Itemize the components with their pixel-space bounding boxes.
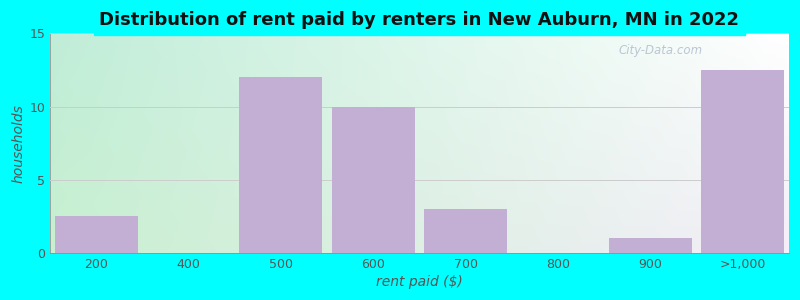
Text: City-Data.com: City-Data.com xyxy=(619,44,703,57)
Bar xyxy=(239,77,322,253)
Bar xyxy=(54,216,138,253)
X-axis label: rent paid ($): rent paid ($) xyxy=(376,275,463,289)
Bar xyxy=(701,70,784,253)
Title: Distribution of rent paid by renters in New Auburn, MN in 2022: Distribution of rent paid by renters in … xyxy=(99,11,739,29)
Y-axis label: households: households xyxy=(11,104,25,183)
Bar xyxy=(424,209,507,253)
Bar xyxy=(332,106,415,253)
Bar xyxy=(609,238,692,253)
